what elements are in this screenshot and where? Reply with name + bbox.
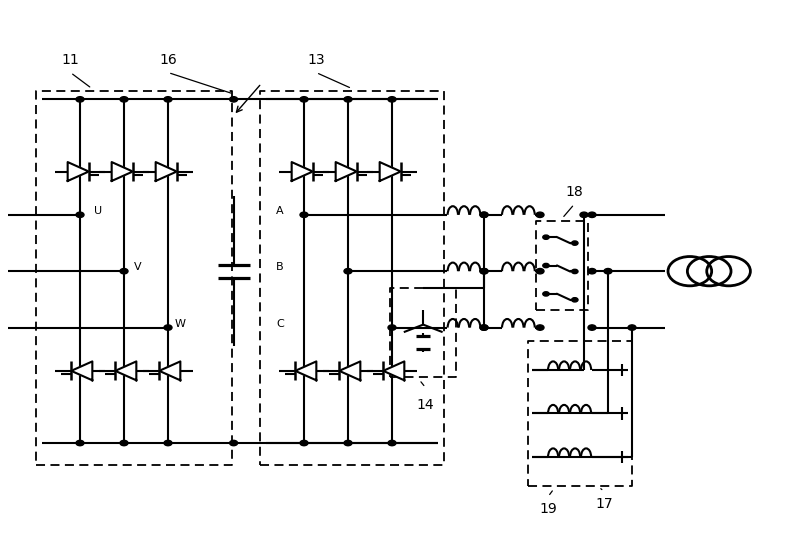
Polygon shape xyxy=(380,162,401,181)
Text: 13: 13 xyxy=(307,53,325,67)
Text: B: B xyxy=(276,263,284,272)
Text: C: C xyxy=(276,319,284,329)
Circle shape xyxy=(588,268,596,274)
Circle shape xyxy=(480,325,488,330)
Circle shape xyxy=(604,268,612,274)
Circle shape xyxy=(344,440,352,446)
Circle shape xyxy=(120,97,128,102)
Circle shape xyxy=(76,212,84,217)
Text: V: V xyxy=(134,263,142,272)
Text: 16: 16 xyxy=(159,53,177,67)
Circle shape xyxy=(230,97,238,102)
Polygon shape xyxy=(112,162,133,181)
Circle shape xyxy=(571,297,578,302)
Circle shape xyxy=(588,325,596,330)
Polygon shape xyxy=(339,361,360,380)
Circle shape xyxy=(536,325,544,330)
Text: U: U xyxy=(94,206,102,216)
Polygon shape xyxy=(295,361,316,380)
Circle shape xyxy=(388,325,396,330)
Circle shape xyxy=(300,440,308,446)
Circle shape xyxy=(542,292,550,296)
Circle shape xyxy=(542,264,550,268)
Text: 17: 17 xyxy=(595,497,613,511)
Text: W: W xyxy=(174,319,186,329)
Polygon shape xyxy=(159,361,180,380)
Text: 19: 19 xyxy=(539,502,557,516)
Circle shape xyxy=(580,212,588,217)
Circle shape xyxy=(164,97,172,102)
Circle shape xyxy=(480,325,488,330)
Polygon shape xyxy=(383,361,404,380)
Circle shape xyxy=(300,212,308,217)
Circle shape xyxy=(480,212,488,217)
Circle shape xyxy=(344,97,352,102)
Polygon shape xyxy=(71,361,92,380)
Circle shape xyxy=(230,440,238,446)
Polygon shape xyxy=(115,361,136,380)
Circle shape xyxy=(542,235,550,240)
Polygon shape xyxy=(68,162,89,181)
Circle shape xyxy=(388,440,396,446)
Text: 14: 14 xyxy=(417,398,434,412)
Circle shape xyxy=(588,212,596,217)
Circle shape xyxy=(536,268,544,274)
Circle shape xyxy=(120,440,128,446)
Circle shape xyxy=(76,440,84,446)
Circle shape xyxy=(164,440,172,446)
Circle shape xyxy=(388,97,396,102)
Circle shape xyxy=(164,325,172,330)
Circle shape xyxy=(120,268,128,274)
Circle shape xyxy=(628,325,636,330)
Polygon shape xyxy=(292,162,313,181)
Circle shape xyxy=(480,268,488,274)
Circle shape xyxy=(480,212,488,217)
Circle shape xyxy=(480,268,488,274)
Circle shape xyxy=(300,97,308,102)
Text: 18: 18 xyxy=(566,185,583,199)
Circle shape xyxy=(344,268,352,274)
Polygon shape xyxy=(156,162,177,181)
Circle shape xyxy=(571,241,578,245)
Text: A: A xyxy=(276,206,284,216)
Circle shape xyxy=(571,270,578,274)
Text: 11: 11 xyxy=(62,53,79,67)
Circle shape xyxy=(536,212,544,217)
Circle shape xyxy=(76,97,84,102)
Polygon shape xyxy=(336,162,357,181)
